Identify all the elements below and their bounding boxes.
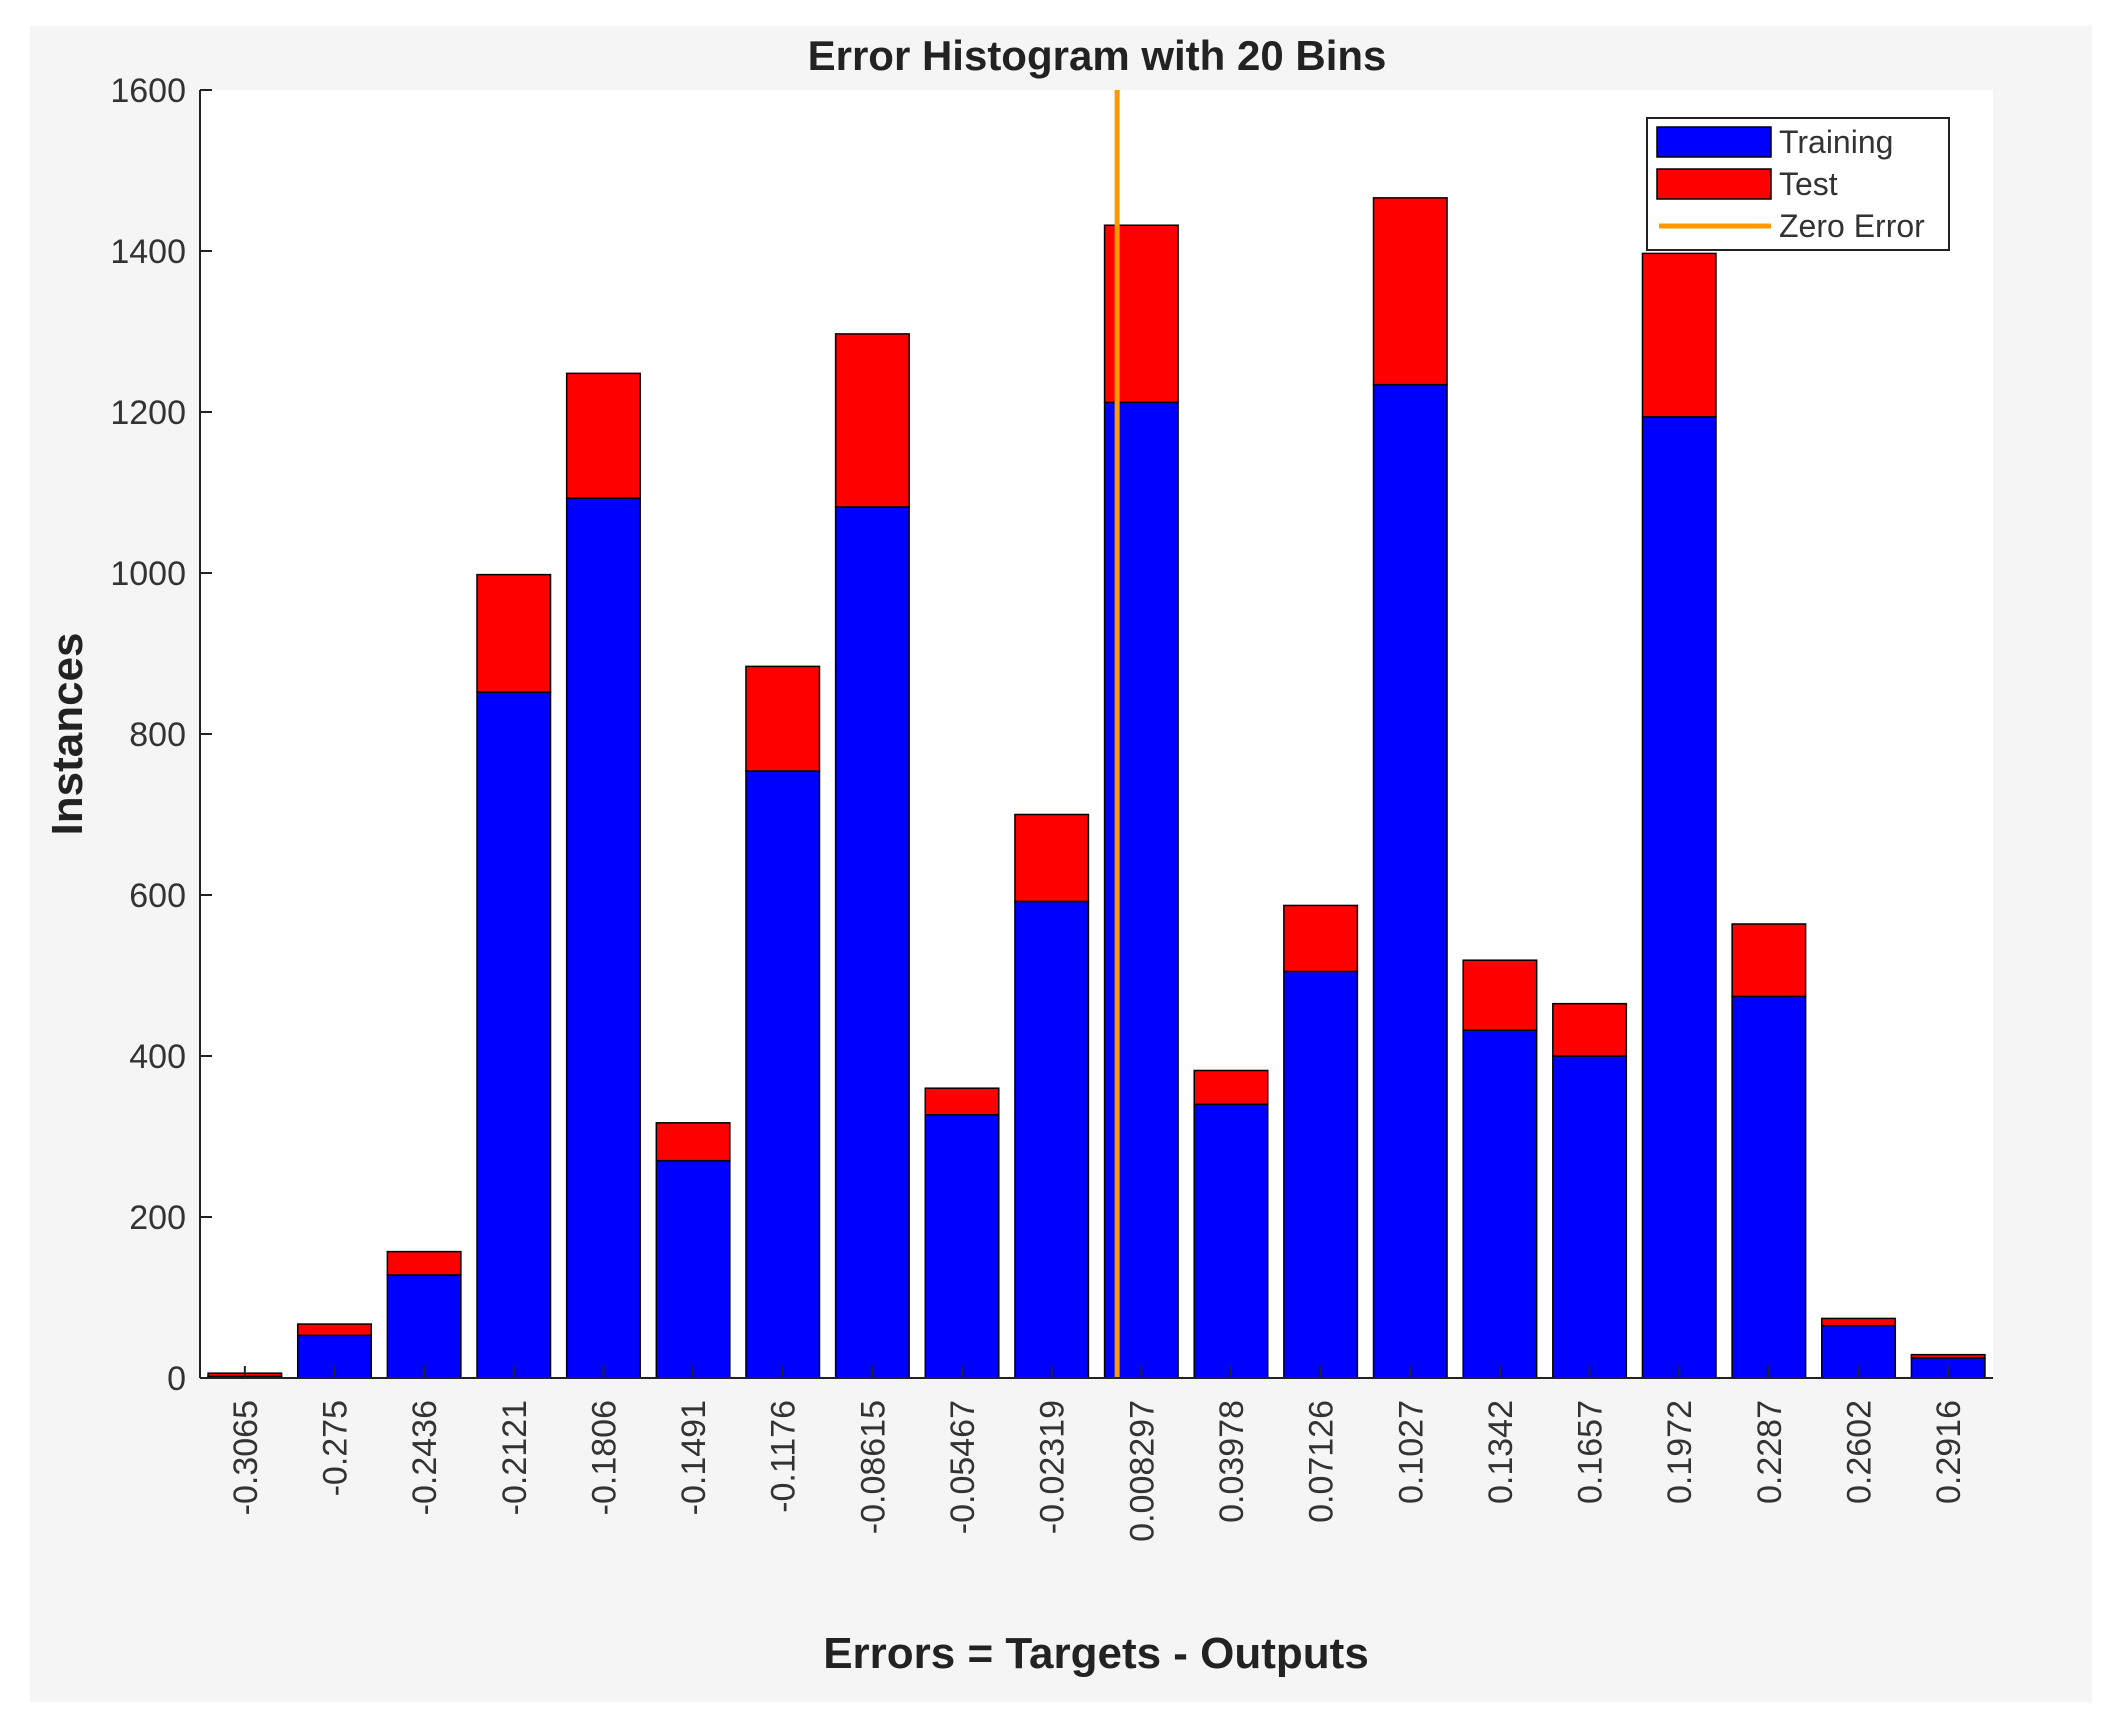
bar-test xyxy=(1641,252,1717,418)
bar-training xyxy=(1014,900,1090,1379)
legend-swatch-training xyxy=(1656,126,1772,158)
figure-panel: Error Histogram with 20 Bins 0 200 400 600 8… xyxy=(30,26,2092,1702)
y-tick-label: 1000 xyxy=(110,555,186,593)
x-tick-label: -0.1176 xyxy=(765,1400,803,1513)
x-tick-label: -0.08615 xyxy=(854,1400,892,1534)
x-tick-label: 0.008297 xyxy=(1123,1400,1161,1542)
y-axis-label: Instances xyxy=(43,633,92,836)
error-histogram-chart: Error Histogram with 20 Bins 0 200 400 600 8… xyxy=(43,32,1993,1678)
bar-test xyxy=(476,573,552,693)
bar-test xyxy=(834,333,910,508)
ticks-layer: 0 200 400 600 800 1000 1200 1400 1600 -0.3065 -0.2… xyxy=(110,72,1968,1542)
x-tick-label: 0.1972 xyxy=(1661,1400,1699,1504)
bar-training xyxy=(924,1114,1000,1379)
legend-label-training: Training xyxy=(1779,124,1893,160)
bar-test xyxy=(655,1122,731,1162)
bar-training xyxy=(1283,970,1359,1379)
bar-test xyxy=(745,665,821,772)
bar-test xyxy=(386,1250,462,1276)
y-tick-label: 200 xyxy=(129,1199,186,1237)
bar-test xyxy=(1731,923,1807,998)
bar-test xyxy=(1283,904,1359,973)
x-tick-label: -0.2121 xyxy=(496,1400,534,1515)
bar-test xyxy=(1552,1002,1628,1057)
x-tick-label: -0.1806 xyxy=(585,1400,623,1515)
x-tick-label: -0.3065 xyxy=(227,1400,265,1515)
y-tick-label: 1200 xyxy=(110,394,186,432)
y-tick-label: 800 xyxy=(129,716,186,754)
x-tick-label: -0.1491 xyxy=(675,1400,713,1515)
bar-training xyxy=(1462,1029,1538,1379)
x-tick-label: 0.1657 xyxy=(1572,1400,1610,1504)
bar-training xyxy=(1193,1103,1269,1379)
bar-training xyxy=(386,1274,462,1379)
x-tick-label: -0.275 xyxy=(316,1400,354,1496)
legend: Training Test Zero Error xyxy=(1646,117,1950,251)
x-tick-label: -0.02319 xyxy=(1034,1400,1072,1534)
bar-test xyxy=(1014,813,1090,903)
bar-test xyxy=(296,1323,372,1337)
bar-training xyxy=(655,1159,731,1379)
bar-training xyxy=(745,770,821,1379)
bar-test xyxy=(1372,197,1448,386)
x-tick-label: 0.1027 xyxy=(1392,1400,1430,1504)
bar-training xyxy=(1552,1055,1628,1379)
bar-training xyxy=(1641,416,1717,1379)
y-tick-label: 1600 xyxy=(110,72,186,110)
x-tick-label: 0.2916 xyxy=(1930,1400,1968,1504)
legend-label-test: Test xyxy=(1779,166,1838,202)
legend-swatch-test xyxy=(1656,168,1772,200)
legend-label-zero-error: Zero Error xyxy=(1779,208,1925,244)
bar-training xyxy=(476,691,552,1379)
x-tick-label: 0.2602 xyxy=(1841,1400,1879,1504)
y-tick-label: 1400 xyxy=(110,233,186,271)
y-tick-label: 400 xyxy=(129,1038,186,1076)
x-tick-label: 0.2287 xyxy=(1751,1400,1789,1504)
bar-test xyxy=(565,372,641,499)
bar-training xyxy=(1372,383,1448,1379)
bar-training xyxy=(1731,995,1807,1379)
bar-test xyxy=(924,1087,1000,1116)
chart-title: Error Histogram with 20 Bins xyxy=(808,32,1387,79)
x-tick-label: 0.07126 xyxy=(1303,1400,1341,1523)
bar-test xyxy=(1193,1069,1269,1106)
bar-test xyxy=(1910,1353,1986,1359)
y-tick-label: 0 xyxy=(167,1360,186,1398)
x-tick-label: 0.1342 xyxy=(1482,1400,1520,1504)
plot-area xyxy=(200,90,1993,1378)
x-tick-label: 0.03978 xyxy=(1213,1400,1251,1523)
bars-layer xyxy=(207,197,1986,1379)
x-tick-label: -0.05467 xyxy=(944,1400,982,1534)
bar-training xyxy=(834,506,910,1379)
x-tick-label: -0.2436 xyxy=(406,1400,444,1515)
bar-training xyxy=(565,497,641,1379)
bar-test xyxy=(1462,959,1538,1031)
y-tick-label: 600 xyxy=(129,877,186,915)
x-axis-label: Errors = Targets - Outputs xyxy=(823,1629,1369,1678)
bar-test xyxy=(1821,1317,1897,1327)
